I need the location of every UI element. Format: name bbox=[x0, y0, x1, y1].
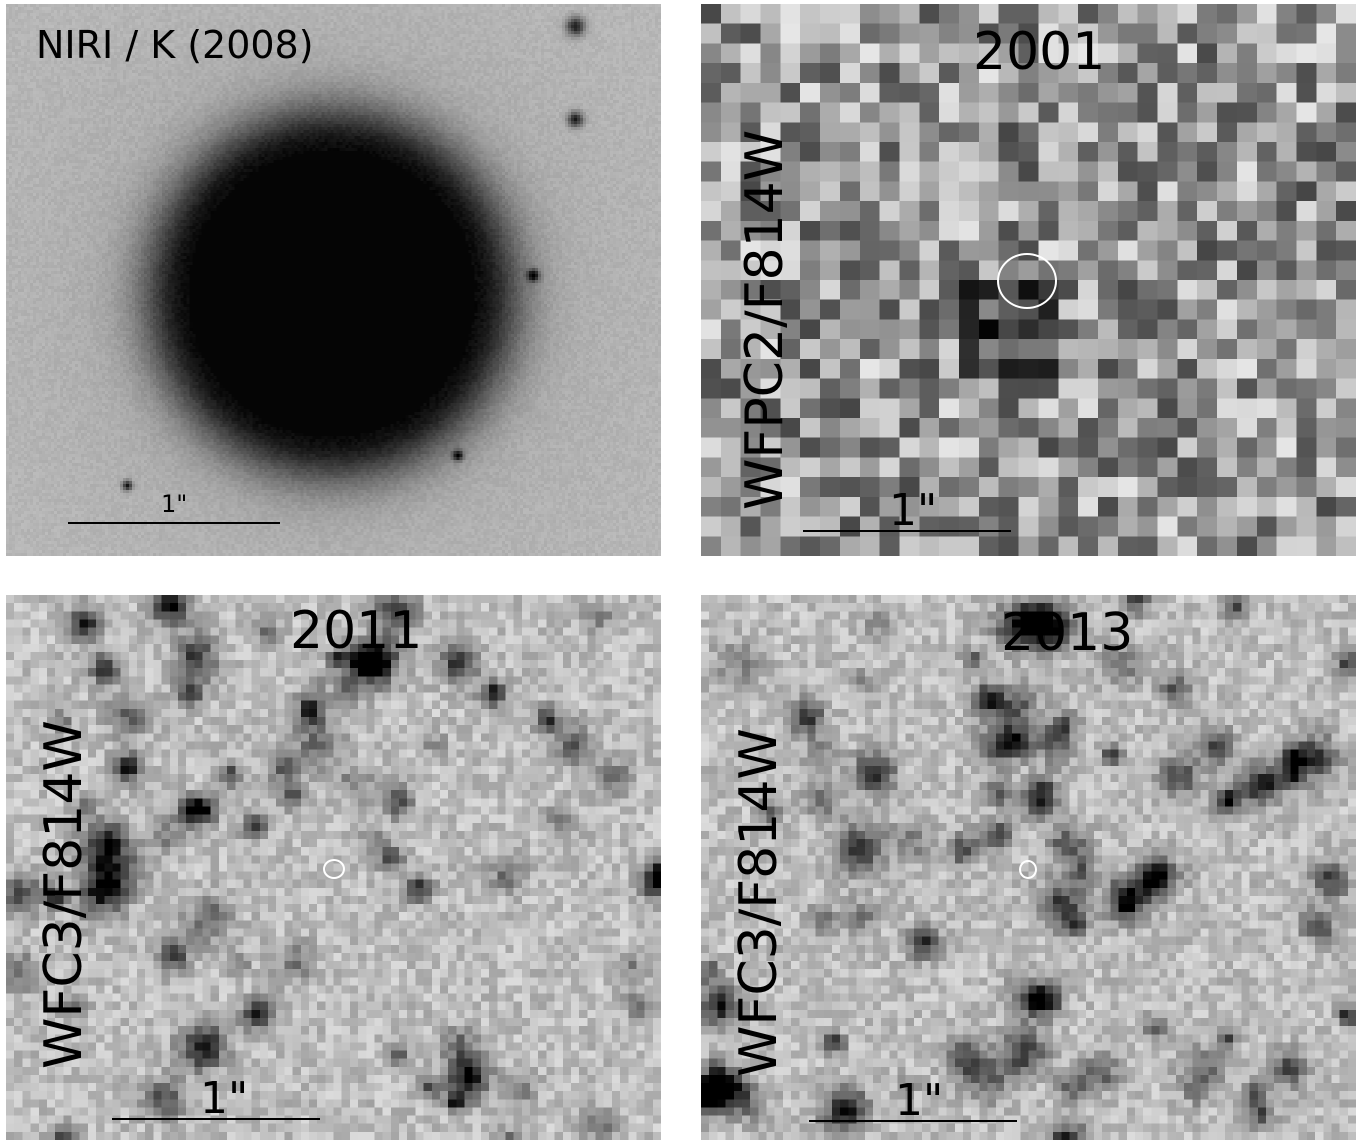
scale-bar-label: 1" bbox=[161, 490, 188, 518]
panel-title: 2001 bbox=[973, 22, 1106, 82]
panel-title: NIRI / K (2008) bbox=[36, 23, 314, 67]
target-circle-marker bbox=[997, 253, 1057, 309]
instrument-label: WFC3/F814W bbox=[34, 720, 94, 1069]
scale-bar bbox=[803, 530, 1011, 532]
panel-wfc3-2011: 2011 WFC3/F814W 1" bbox=[6, 595, 661, 1140]
scale-bar-label: 1" bbox=[889, 485, 938, 536]
instrument-label: WFPC2/F814W bbox=[735, 129, 795, 510]
scale-bar-label: 1" bbox=[895, 1075, 944, 1126]
panel-wfc3-2013: 2013 WFC3/F814W 1" bbox=[701, 595, 1356, 1140]
scale-bar-label: 1" bbox=[200, 1073, 249, 1124]
panel-title: 2013 bbox=[1001, 603, 1134, 663]
scale-bar bbox=[112, 1118, 320, 1120]
panel-wfpc2-2001: 2001 WFPC2/F814W 1" bbox=[701, 4, 1356, 556]
instrument-label: WFC3/F814W bbox=[729, 728, 789, 1077]
panel-niri-k-2008: NIRI / K (2008) 1" bbox=[6, 4, 661, 556]
target-circle-marker bbox=[323, 859, 345, 879]
scale-bar bbox=[68, 522, 280, 524]
panel-title: 2011 bbox=[290, 601, 423, 661]
niri-k-image bbox=[6, 4, 661, 556]
target-circle-marker bbox=[1019, 860, 1037, 879]
scale-bar bbox=[809, 1120, 1017, 1122]
